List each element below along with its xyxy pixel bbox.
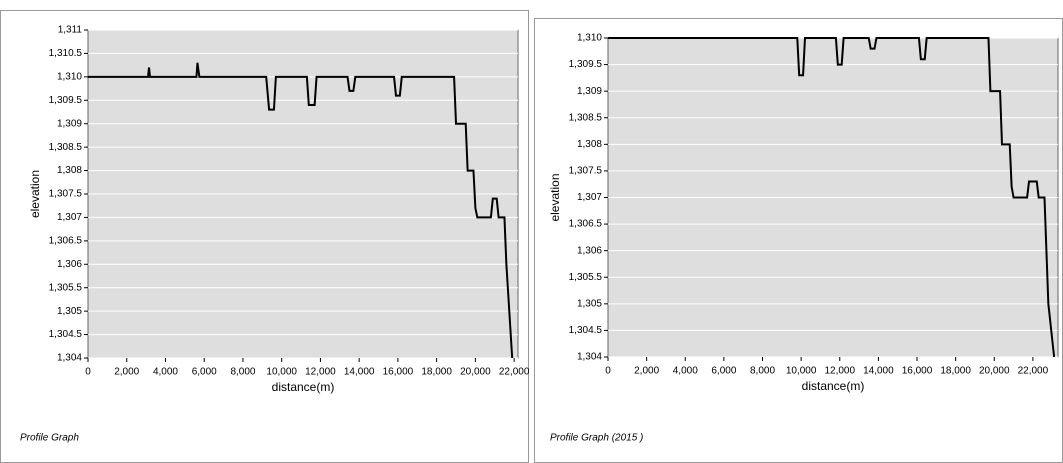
- x-axis-label: distance(m): [802, 379, 865, 393]
- y-axis-label: elevation: [28, 170, 42, 218]
- y-tick-label: 1,304: [57, 353, 82, 364]
- x-axis-label: distance(m): [272, 380, 335, 394]
- y-tick-label: 1,311: [58, 25, 83, 36]
- profile-line: [608, 37, 1056, 358]
- y-tick-label: 1,309.5: [569, 59, 603, 70]
- x-tick-label: 4,000: [673, 366, 698, 377]
- y-tick-label: 1,306.5: [49, 235, 83, 246]
- x-tick-label: 14,000: [863, 366, 894, 377]
- y-tick-label: 1,305: [577, 298, 602, 309]
- y-tick-label: 1,309: [577, 86, 602, 97]
- x-tick-label: 2,000: [634, 366, 659, 377]
- profile-line: [88, 62, 514, 359]
- x-tick-label: 4,000: [153, 367, 178, 378]
- y-tick-label: 1,307.5: [569, 166, 603, 177]
- x-tick-label: 16,000: [383, 367, 414, 378]
- y-tick-label: 1,308: [577, 139, 602, 150]
- x-tick-label: 20,000: [979, 366, 1010, 377]
- x-tick-label: 18,000: [940, 366, 971, 377]
- y-tick-label: 1,306.5: [569, 219, 603, 230]
- y-tick-label: 1,310: [57, 71, 82, 82]
- x-tick-label: 22,000: [499, 367, 530, 378]
- x-tick-label: 16,000: [902, 366, 933, 377]
- x-tick-label: 14,000: [344, 367, 375, 378]
- x-tick-label: 18,000: [421, 367, 452, 378]
- x-tick-label: 10,000: [266, 367, 297, 378]
- y-tick-label: 1,309: [57, 118, 82, 129]
- y-tick-label: 1,306: [577, 245, 602, 256]
- y-tick-label: 1,310.5: [49, 48, 83, 59]
- y-tick-label: 1,309.5: [49, 95, 83, 106]
- chart-title: Profile Graph (2015 ): [550, 433, 643, 444]
- y-tick-label: 1,305.5: [49, 282, 83, 293]
- x-tick-label: 2,000: [114, 367, 139, 378]
- y-tick-label: 1,305.5: [569, 272, 603, 283]
- y-tick-label: 1,304.5: [49, 329, 83, 340]
- y-tick-label: 1,308.5: [49, 142, 83, 153]
- y-axis-label: elevation: [548, 173, 562, 221]
- x-tick-label: 0: [85, 367, 91, 378]
- y-tick-label: 1,304: [577, 352, 602, 363]
- x-tick-label: 6,000: [192, 367, 217, 378]
- x-tick-label: 12,000: [824, 366, 855, 377]
- x-tick-label: 22,000: [1018, 366, 1049, 377]
- y-tick-label: 1,308: [57, 165, 82, 176]
- y-tick-label: 1,308.5: [569, 112, 603, 123]
- chart-title: Profile Graph: [20, 433, 79, 444]
- x-tick-label: 20,000: [460, 367, 491, 378]
- y-tick-label: 1,307: [57, 212, 82, 223]
- y-tick-label: 1,305: [57, 306, 82, 317]
- x-tick-label: 10,000: [786, 366, 817, 377]
- y-tick-label: 1,306: [57, 259, 82, 270]
- y-tick-label: 1,304.5: [569, 325, 603, 336]
- x-tick-label: 8,000: [750, 366, 775, 377]
- x-tick-label: 12,000: [305, 367, 336, 378]
- y-tick-label: 1,310: [577, 33, 602, 44]
- y-tick-label: 1,307.5: [49, 189, 83, 200]
- x-tick-label: 6,000: [711, 366, 736, 377]
- x-tick-label: 8,000: [230, 367, 255, 378]
- y-tick-label: 1,307: [577, 192, 602, 203]
- x-tick-label: 0: [605, 366, 611, 377]
